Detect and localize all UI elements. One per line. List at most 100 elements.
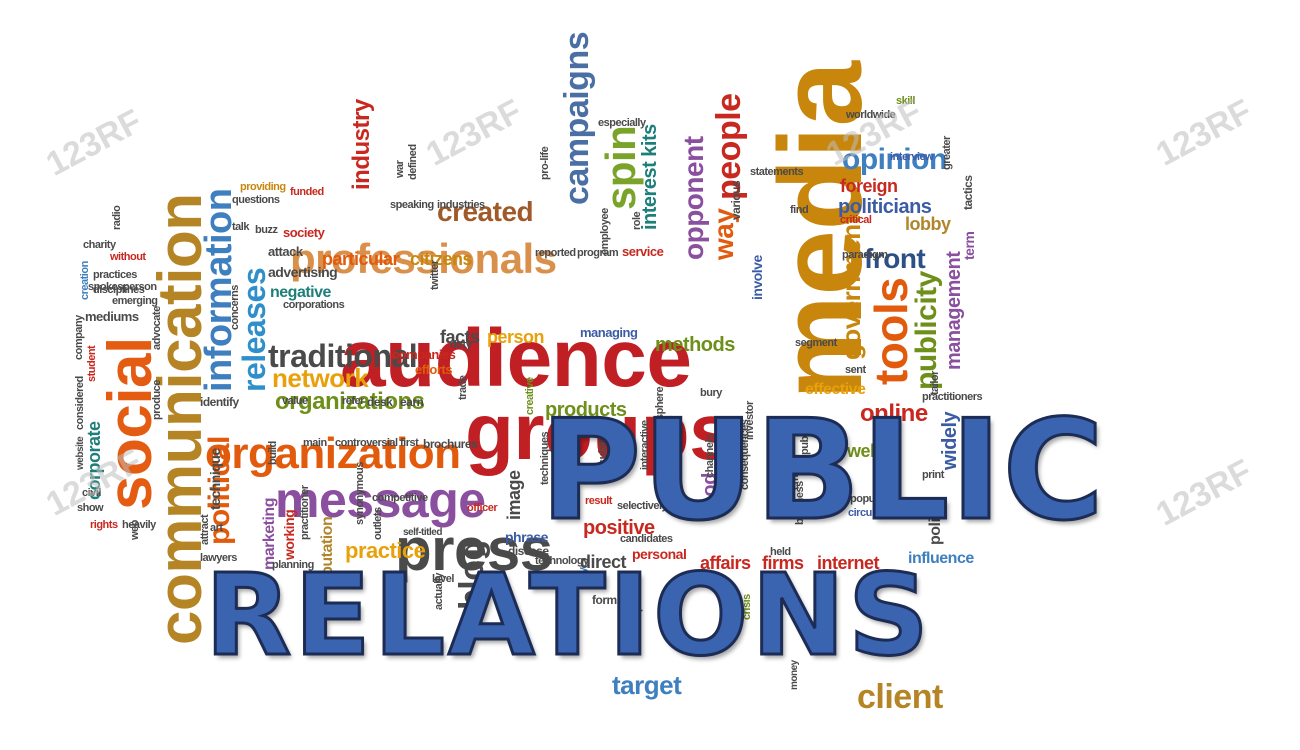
cloud-word: critical xyxy=(840,214,872,226)
cloud-word: show xyxy=(77,502,104,514)
cloud-word: main xyxy=(303,437,327,449)
headline-relations: RELATIONS xyxy=(204,551,932,681)
cloud-word: industry xyxy=(348,99,375,190)
cloud-word: direct xyxy=(580,552,627,572)
cloud-word: identify xyxy=(200,395,239,409)
cloud-word: employee xyxy=(599,208,611,255)
cloud-word: traditional xyxy=(268,338,418,374)
headline-public: PUBLIC xyxy=(539,390,1106,551)
cloud-word: result xyxy=(585,495,612,507)
cloud-word: technology xyxy=(535,555,589,567)
cloud-word: foreign xyxy=(840,176,898,196)
cloud-word: practice xyxy=(345,538,426,563)
cloud-word: pro-life xyxy=(539,146,551,180)
cloud-word: controversial xyxy=(335,437,398,449)
cloud-word: disease xyxy=(508,544,549,558)
cloud-word: phrase xyxy=(505,529,548,545)
cloud-word: war xyxy=(394,160,406,178)
cloud-word: civil xyxy=(82,487,101,499)
cloud-word: internet xyxy=(817,553,880,573)
cloud-word: earn xyxy=(400,395,424,409)
cloud-word: campaigns xyxy=(558,31,596,205)
cloud-word: statements xyxy=(750,166,804,178)
cloud-word: worldwide xyxy=(846,109,896,121)
cloud-word: facts xyxy=(440,327,480,347)
cloud-word: practices xyxy=(93,269,137,281)
cloud-word: radio xyxy=(111,205,123,230)
cloud-word: created xyxy=(437,196,534,227)
cloud-word: interview xyxy=(890,151,934,163)
cloud-word: bury xyxy=(700,387,722,399)
cloud-word: advertising xyxy=(268,264,338,280)
cloud-word: without xyxy=(110,251,146,263)
cloud-word: tools xyxy=(865,277,917,385)
cloud-word: popular xyxy=(850,493,887,505)
cloud-word: creation xyxy=(79,261,91,300)
cloud-word: releases xyxy=(236,267,272,392)
cloud-word: organizations xyxy=(275,388,425,415)
cloud-word: lobby xyxy=(905,214,951,234)
cloud-word: technique xyxy=(207,448,223,510)
cloud-word: image xyxy=(504,470,524,520)
cloud-word: selectively xyxy=(617,500,668,512)
cloud-word: network xyxy=(272,363,369,393)
cloud-word: efforts xyxy=(415,362,452,377)
cloud-word: heavily xyxy=(122,519,156,531)
cloud-word: press xyxy=(395,516,553,583)
cloud-word: outlets xyxy=(372,507,384,540)
cloud-word: spin xyxy=(597,125,644,210)
cloud-word: professionals xyxy=(290,235,557,282)
cloud-word: front xyxy=(864,243,926,274)
cloud-word: desk xyxy=(367,395,393,409)
cloud-word: tactics xyxy=(961,175,975,210)
cloud-word: speaking xyxy=(390,199,434,211)
cloud-word: reported xyxy=(535,247,576,259)
cloud-word: corporations xyxy=(283,299,345,311)
cloud-word: produce xyxy=(151,380,163,420)
cloud-word: concerns xyxy=(229,285,241,330)
cloud-word: term xyxy=(961,231,977,260)
cloud-word: government xyxy=(836,216,866,360)
cloud-word: build xyxy=(267,441,279,465)
cloud-word: disciplines xyxy=(93,284,145,296)
cloud-word: officer xyxy=(467,502,498,514)
cloud-word: companies xyxy=(392,347,456,362)
cloud-word: target xyxy=(612,670,682,700)
cloud-word: opinion xyxy=(842,143,947,176)
cloud-word: particular xyxy=(322,249,400,269)
cloud-word: audience xyxy=(340,313,692,404)
cloud-word: opponent xyxy=(678,136,709,260)
cloud-word: dirty xyxy=(450,339,472,351)
cloud-word: self-titled xyxy=(403,527,442,538)
cloud-word: management xyxy=(943,251,965,370)
cloud-word: message xyxy=(275,472,486,528)
cloud-word: funded xyxy=(290,186,324,198)
cloud-word: influence xyxy=(908,550,974,567)
cloud-word: circuit xyxy=(848,507,878,519)
cloud-word: managing xyxy=(580,325,638,340)
cloud-word: affairs xyxy=(700,553,751,573)
cloud-word: talk xyxy=(232,221,249,233)
cloud-word: especially xyxy=(598,117,646,129)
cloud-word: practitioners xyxy=(922,391,983,403)
cloud-word: providing xyxy=(240,181,286,193)
cloud-word: form xyxy=(592,593,617,607)
cloud-word: practitioner xyxy=(299,485,311,540)
cloud-word: brochures xyxy=(423,437,478,451)
cloud-word: products xyxy=(545,399,627,421)
cloud-word: firms xyxy=(762,553,804,573)
cloud-word: questions xyxy=(232,194,280,206)
cloud-word: paradigm xyxy=(842,249,888,261)
cloud-word: buzz xyxy=(255,224,278,236)
cloud-word: web xyxy=(129,520,141,540)
cloud-word: skill xyxy=(896,95,915,107)
cloud-word: trade xyxy=(457,375,469,400)
cloud-word: emerging xyxy=(112,295,158,307)
cloud-word: level xyxy=(432,573,454,585)
cloud-word: art xyxy=(210,522,223,534)
cloud-word: groups xyxy=(465,387,734,476)
cloud-word: negative xyxy=(270,284,331,301)
cloud-word: advocate xyxy=(151,306,163,350)
cloud-word: service xyxy=(622,244,664,259)
cloud-word: greater xyxy=(941,136,953,170)
